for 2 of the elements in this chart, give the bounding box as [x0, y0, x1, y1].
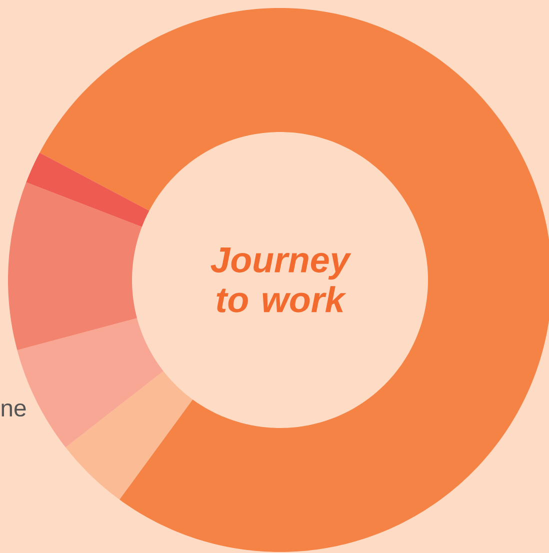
text: ne	[2, 403, 26, 417]
text: Journey to work	[210, 248, 352, 312]
